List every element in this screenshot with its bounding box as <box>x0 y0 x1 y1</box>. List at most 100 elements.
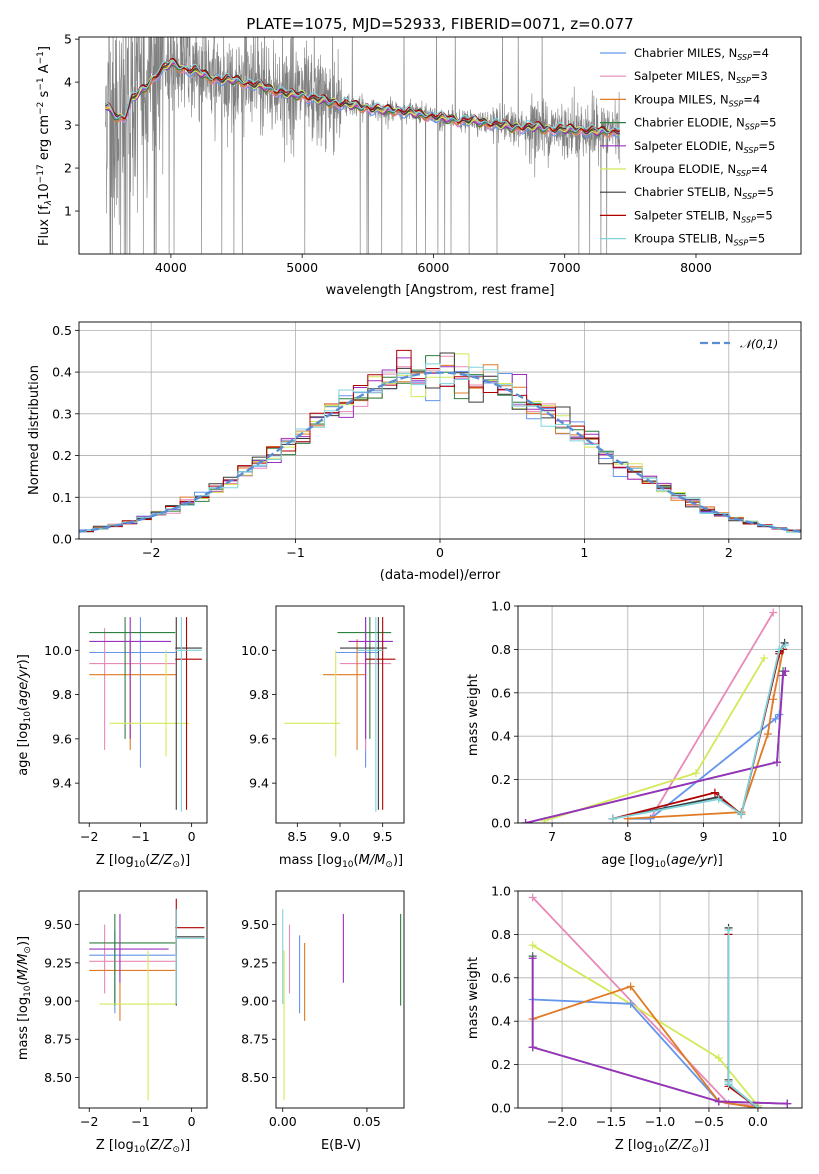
y-tick-label: 1.0 <box>491 599 511 614</box>
axes-frame <box>275 605 405 824</box>
residual-histogram-panel: −2 −1 0 1 2 0.0 0.1 0.2 0.3 0.4 0.5 𝒩(0,1) <box>52 321 802 560</box>
x-tick-label: 0.0 <box>748 1114 768 1129</box>
x-tick-label: −0.5 <box>694 1114 724 1129</box>
x-tick-label: −2 <box>142 545 160 560</box>
series-marker <box>608 814 617 823</box>
y-tick-label: 9.4 <box>249 776 269 791</box>
y-tick-label: 9.50 <box>241 917 269 932</box>
series-line <box>727 930 759 1108</box>
y-tick-label: 9.8 <box>52 687 72 702</box>
y-tick-label: 0.0 <box>491 816 511 831</box>
wz-ylabel: mass weight <box>466 957 481 1039</box>
y-tick-label: 10.0 <box>44 643 72 658</box>
x-tick-label: −2 <box>80 1114 98 1129</box>
series-marker <box>528 1043 537 1052</box>
plot-area <box>104 37 621 254</box>
series-line <box>532 985 759 1108</box>
series-line <box>525 670 787 823</box>
y-tick-label: 5 <box>64 32 72 47</box>
series-marker <box>528 941 537 950</box>
x-tick-label: −2 <box>80 829 98 844</box>
x-tick-label: 0 <box>188 1114 196 1129</box>
series-marker <box>737 810 746 819</box>
spectrum-panel: 4000 5000 6000 7000 8000 1 2 3 4 5 Chabrier MILES,… <box>64 32 802 275</box>
x-tick-label: 8.5 <box>287 829 307 844</box>
wage-xlabel: age [log10(age/yr)] <box>601 853 723 870</box>
y-tick-label: 0.6 <box>491 970 511 985</box>
y-tick-label: 3 <box>64 118 72 133</box>
x-tick-label: −1.5 <box>596 1114 626 1129</box>
series-marker <box>528 954 537 963</box>
series-line <box>727 927 759 1108</box>
series-marker <box>781 667 790 676</box>
x-tick-label: −1 <box>131 1114 149 1129</box>
series-line <box>531 958 788 1105</box>
x-tick-label: −2.0 <box>547 1114 577 1129</box>
y-tick-label: 0.6 <box>491 685 511 700</box>
plot-area <box>528 893 792 1108</box>
series-marker <box>775 645 784 654</box>
y-tick-label: 1 <box>64 204 72 219</box>
spectrum-model-line <box>105 59 621 134</box>
y-tick-label: 0.3 <box>52 406 72 421</box>
series-marker <box>691 769 700 778</box>
x-tick-label: 9.0 <box>330 829 350 844</box>
series-marker <box>773 758 782 767</box>
y-tick-label: 0.0 <box>491 1101 511 1116</box>
series-line <box>649 612 774 820</box>
age-vs-mass-panel: 8.5 9.0 9.5 9.4 9.6 9.8 10.0 <box>241 605 405 844</box>
series-marker <box>714 1097 723 1106</box>
histogram-xlabel: (data-model)/error <box>380 568 501 583</box>
wage-ylabel: mass weight <box>466 674 481 756</box>
spectrum-model-line <box>105 57 621 135</box>
axes-frame <box>78 890 208 1109</box>
weight-vs-metallicity-panel: −2.0 −1.5 −1.0 −0.5 0.0 0.0 0.2 0.4 0.6 0.8 1.0 <box>491 884 803 1129</box>
series-marker <box>781 641 790 650</box>
legend-entry: Kroupa STELIB, NSSP=5 <box>634 232 765 248</box>
plot-area <box>89 617 202 812</box>
plot-area <box>89 898 205 1101</box>
age-vs-metallicity-panel: −2 −1 0 9.4 9.6 9.8 10.0 <box>44 605 208 844</box>
y-tick-label: 9.6 <box>249 731 269 746</box>
legend-entry: Chabrier MILES, NSSP=4 <box>634 46 769 62</box>
masse-xlabel: E(B-V) <box>321 1138 361 1153</box>
y-tick-label: 8.75 <box>241 1032 269 1047</box>
x-tick-label: 5000 <box>286 260 318 275</box>
agez-ylabel: age [log10(age/yr)] <box>16 654 33 776</box>
y-tick-label: 0.8 <box>491 927 511 942</box>
legend-entry: Salpeter ELODIE, NSSP=5 <box>634 139 775 155</box>
y-tick-label: 0.8 <box>491 642 511 657</box>
plot-area <box>284 617 396 812</box>
legend-entry: Salpeter STELIB, NSSP=5 <box>634 208 773 224</box>
series-marker <box>769 695 778 704</box>
x-tick-label: 8000 <box>680 260 712 275</box>
x-tick-label: 10 <box>771 829 787 844</box>
y-tick-label: 9.25 <box>241 955 269 970</box>
series-marker <box>714 795 723 804</box>
x-tick-label: 7 <box>548 829 556 844</box>
x-tick-label: 2 <box>725 545 733 560</box>
spectrum-ylabel: Flux [fλ10−17 erg cm−2 s−1 A−1] <box>36 46 54 246</box>
gaussian-curve <box>79 371 801 533</box>
x-tick-label: 0.05 <box>353 1114 381 1129</box>
wz-xlabel: Z [log10(Z/Z⊙)] <box>615 1138 709 1155</box>
x-tick-label: 4000 <box>155 260 187 275</box>
series-marker <box>771 714 780 723</box>
series-marker <box>528 893 537 902</box>
y-tick-label: 8.50 <box>44 1070 72 1085</box>
y-tick-label: 8.75 <box>44 1032 72 1047</box>
y-tick-label: 0.1 <box>52 490 72 505</box>
agem-xlabel: mass [log10(M/M⊙)] <box>279 853 403 870</box>
x-tick-label: −1 <box>286 545 304 560</box>
series-line <box>612 642 786 820</box>
x-tick-label: 0 <box>188 829 196 844</box>
series-marker <box>724 926 733 935</box>
mass-vs-metallicity-panel: −2 −1 0 8.50 8.75 9.00 9.25 9.50 <box>44 890 208 1129</box>
y-tick-label: 0.2 <box>52 448 72 463</box>
x-tick-label: 0 <box>436 545 444 560</box>
axes-frame <box>78 36 802 255</box>
series-marker <box>763 730 772 739</box>
x-tick-label: 8 <box>624 829 632 844</box>
plot-area <box>79 349 801 533</box>
y-tick-label: 8.50 <box>241 1070 269 1085</box>
